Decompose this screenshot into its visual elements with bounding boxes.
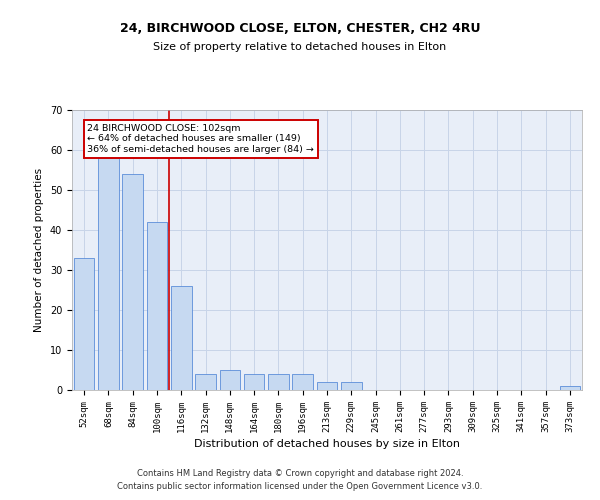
Text: 24, BIRCHWOOD CLOSE, ELTON, CHESTER, CH2 4RU: 24, BIRCHWOOD CLOSE, ELTON, CHESTER, CH2…	[120, 22, 480, 36]
Bar	[560, 386, 580, 390]
Text: Size of property relative to detached houses in Elton: Size of property relative to detached ho…	[154, 42, 446, 52]
Bar	[74, 258, 94, 390]
Bar	[171, 286, 191, 390]
Bar	[341, 382, 362, 390]
X-axis label: Distribution of detached houses by size in Elton: Distribution of detached houses by size …	[194, 439, 460, 449]
Bar	[317, 382, 337, 390]
Bar	[98, 158, 119, 390]
Text: 24 BIRCHWOOD CLOSE: 102sqm
← 64% of detached houses are smaller (149)
36% of sem: 24 BIRCHWOOD CLOSE: 102sqm ← 64% of deta…	[88, 124, 314, 154]
Bar	[292, 374, 313, 390]
Y-axis label: Number of detached properties: Number of detached properties	[34, 168, 44, 332]
Text: Contains HM Land Registry data © Crown copyright and database right 2024.: Contains HM Land Registry data © Crown c…	[137, 468, 463, 477]
Bar	[146, 222, 167, 390]
Text: Contains public sector information licensed under the Open Government Licence v3: Contains public sector information licen…	[118, 482, 482, 491]
Bar	[244, 374, 265, 390]
Bar	[122, 174, 143, 390]
Bar	[220, 370, 240, 390]
Bar	[195, 374, 216, 390]
Bar	[268, 374, 289, 390]
